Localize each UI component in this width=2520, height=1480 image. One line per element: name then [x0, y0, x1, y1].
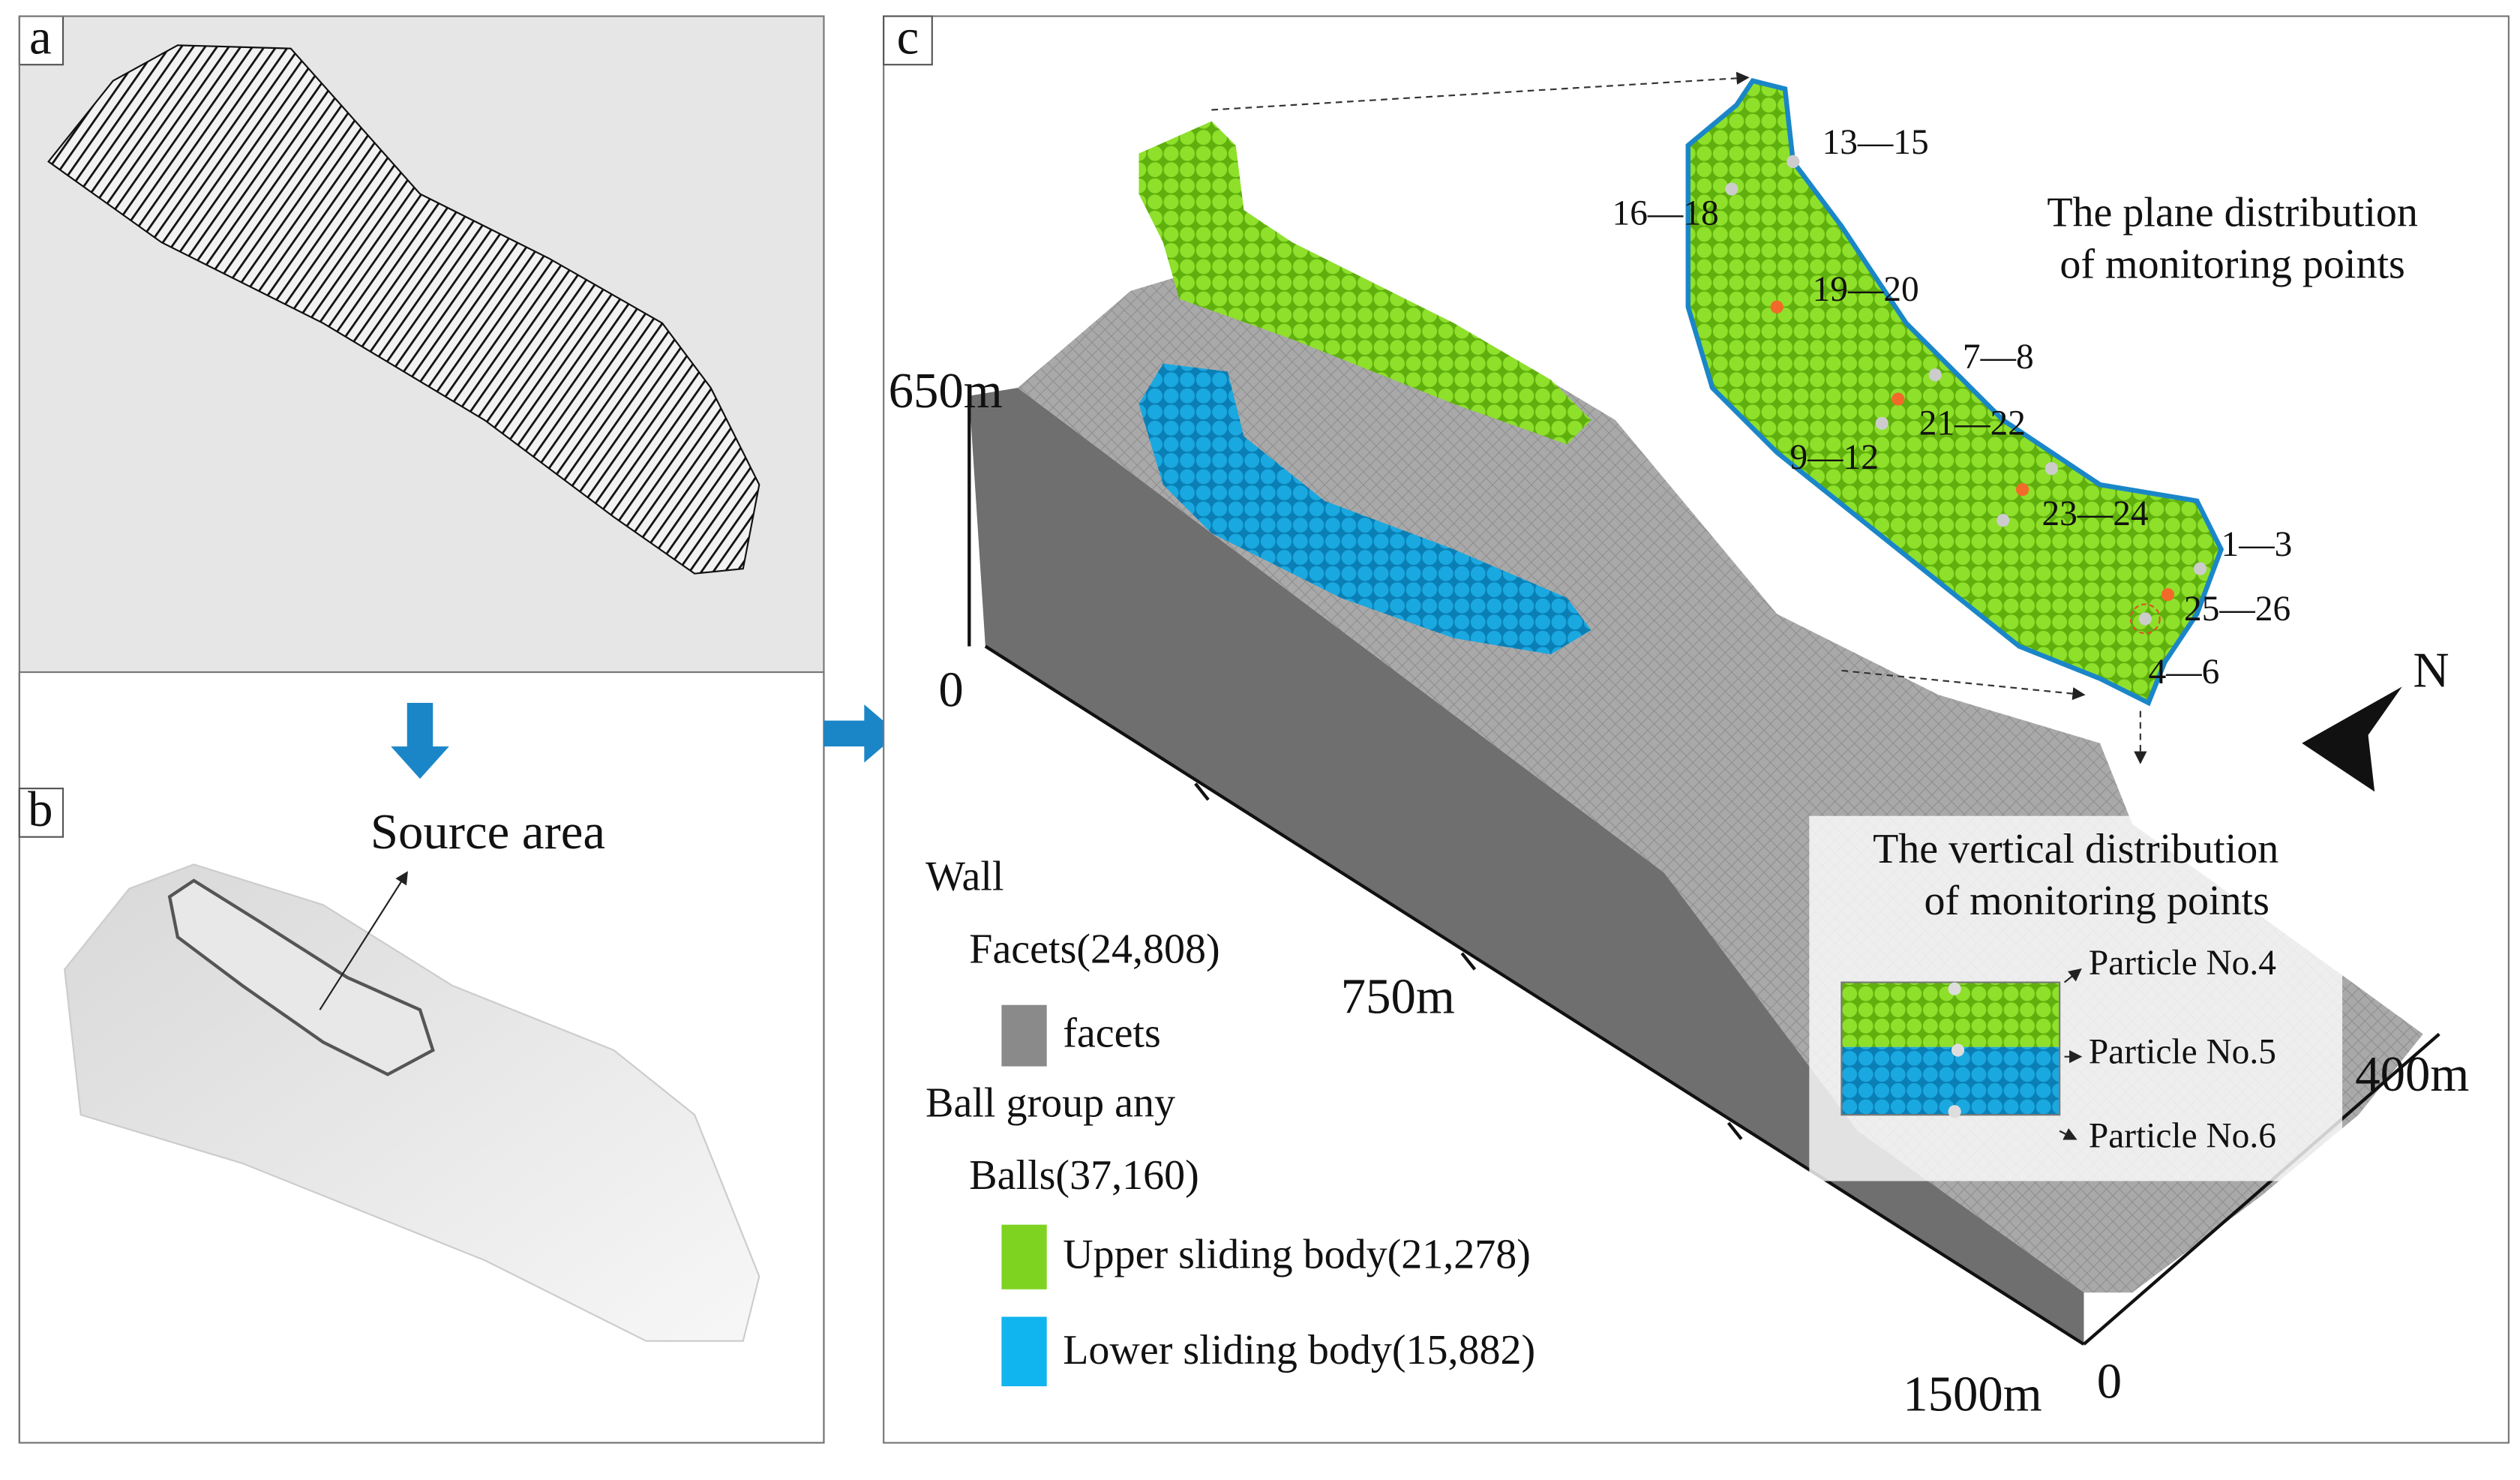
legend-swatch [1001, 1316, 1047, 1387]
plane-distribution-map [1685, 78, 2224, 707]
point-label: 13—15 [1822, 123, 1929, 162]
upper-sliding-body [1138, 121, 1592, 445]
arrow [2059, 1128, 2078, 1140]
axis-label: 400m [2355, 1047, 2469, 1102]
north-label: N [2413, 644, 2449, 698]
label-box [18, 788, 64, 838]
label-box [883, 15, 933, 66]
axis-label: 650m [889, 364, 1003, 419]
panel-label: b [28, 782, 52, 837]
particle-label: Particle No.5 [2089, 1032, 2276, 1071]
terrain-model [64, 863, 760, 1342]
legend-text: Ball group any [926, 1079, 1175, 1126]
legend-text: Facets(24,808) [969, 926, 1220, 973]
contour-map [47, 44, 760, 575]
lower-layer [1841, 1046, 2060, 1115]
legend-swatch [1001, 1224, 1047, 1289]
legend-text: Upper sliding body(21,278) [1063, 1232, 1531, 1278]
legend-text: facets [1063, 1010, 1161, 1057]
axis [984, 644, 2085, 1346]
point-label: 16—18 [1612, 194, 1719, 233]
vertical-title: The vertical distribution [1873, 826, 2278, 872]
point-label: 7—8 [1963, 338, 2034, 377]
plane-title: of monitoring points [2060, 241, 2404, 287]
point-label: 1—3 [2222, 525, 2293, 564]
axis-tick [1460, 952, 1477, 971]
legend-swatch [1001, 1004, 1047, 1067]
lower-sliding-body [1138, 363, 1592, 655]
label-box [18, 15, 64, 66]
source-area-outline [167, 878, 435, 1076]
particle-label: Particle No.6 [2089, 1116, 2276, 1155]
vertical-title: of monitoring points [1924, 878, 2269, 924]
particle-dot [1948, 982, 1961, 995]
legend-text: Balls(37,160) [969, 1152, 1198, 1199]
axis-label: 0 [938, 663, 963, 718]
point-label: 23—24 [2042, 494, 2148, 533]
panel-label: c [897, 10, 920, 65]
particle-dot [1948, 1105, 1961, 1118]
axis-tick [1194, 782, 1210, 801]
plane-title: The plane distribution [2047, 189, 2418, 236]
annotation: Source area [370, 805, 605, 860]
monitor-dots [1725, 155, 2207, 635]
axis [2083, 1032, 2440, 1346]
point-label: 19—20 [1813, 270, 1919, 309]
point-label: 4—6 [2149, 653, 2220, 692]
north-arrow [2302, 686, 2402, 792]
legend-text: Wall [926, 854, 1004, 900]
axis-tick [1726, 1121, 1743, 1140]
axis-label: 750m [1341, 970, 1455, 1025]
particle-dot [1951, 1043, 1965, 1057]
arrow [319, 871, 408, 1010]
arrow [2063, 968, 2082, 983]
flow-arrow [391, 702, 449, 779]
axis-label: 0 [2097, 1354, 2122, 1409]
particle-label: Particle No.4 [2089, 944, 2276, 983]
point-label: 21—22 [1919, 404, 2026, 443]
legend-text: Lower sliding body(15,882) [1063, 1327, 1535, 1373]
flow-arrow [824, 704, 898, 763]
panel-label: a [29, 10, 52, 65]
point-label: 25—26 [2184, 590, 2290, 629]
axis-label: 1500m [1903, 1367, 2042, 1422]
point-label: 9—12 [1790, 438, 1878, 477]
terrain-front [969, 387, 2084, 1345]
